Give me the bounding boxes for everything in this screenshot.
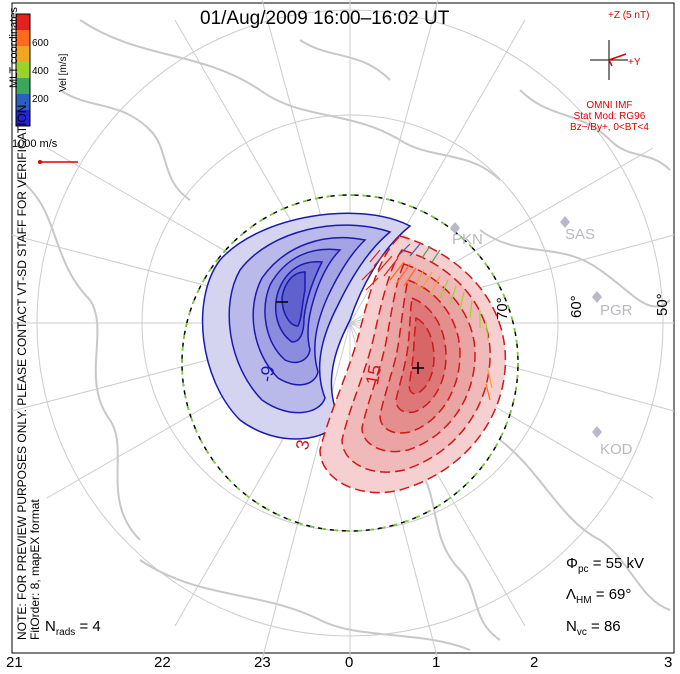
stat-phi-symbol: Φ <box>566 555 578 572</box>
mlt-label-3: 3 <box>664 654 673 671</box>
imf-bz-label: +Z (5 nT) <box>608 10 650 21</box>
site-label-pkn: PKN <box>452 231 483 248</box>
coordinates-label: MLT coordinates <box>8 7 20 88</box>
positive-cell <box>319 235 507 494</box>
mlt-label-22: 22 <box>154 654 171 671</box>
kod-marker <box>592 426 602 438</box>
stat-nvc-sub: vc <box>576 627 587 638</box>
colorbar-segment <box>16 94 30 110</box>
map-title: 01/Aug/2009 16:00–16:02 UT <box>200 8 450 29</box>
colorbar-tick-200: 200 <box>32 94 49 105</box>
stat-nvc-symbol: N <box>566 618 577 635</box>
preview-note: NOTE: FOR PREVIEW PURPOSES ONLY. PLEASE … <box>15 101 42 640</box>
pgr-marker <box>592 291 602 303</box>
imf-by-label: +Y <box>628 57 641 68</box>
plot-frame <box>11 2 675 654</box>
mlt-label-0: 0 <box>345 654 354 671</box>
negative-cell <box>201 212 412 440</box>
site-label-sas: SAS <box>565 226 596 243</box>
colorbar-tick-400: 400 <box>32 66 49 77</box>
colorbar-frame <box>15 13 31 127</box>
colorbar-segment <box>16 46 30 62</box>
hm-boundary-green <box>181 194 519 532</box>
mlt-label-23: 23 <box>254 654 271 671</box>
colorbar-segment <box>16 110 30 126</box>
imf-source: OMNI IMF <box>586 100 633 111</box>
stat-phi-sub: pc <box>577 564 589 575</box>
stat-lambda-value: = 69° <box>591 586 632 603</box>
mlt-label-1: 1 <box>432 654 441 671</box>
vector-scale <box>38 160 78 164</box>
mlt-label-2: 2 <box>530 654 539 671</box>
stat-nvc: Nvc = 86 <box>566 618 621 638</box>
site-label-kod: KOD <box>600 441 633 458</box>
stat-phi-value: = 55 kV <box>588 555 644 572</box>
stat-lambda: ΛHM = 69° <box>566 586 631 606</box>
colorbar-segment <box>16 14 30 30</box>
mlt-label-21: 21 <box>6 654 23 671</box>
velocity-colorbar <box>15 13 31 127</box>
contour-label-neg: -9 <box>256 364 279 384</box>
stat-nrads-symbol: N <box>45 618 56 635</box>
stat-lambda-symbol: Λ <box>566 586 577 603</box>
coastlines <box>19 19 671 651</box>
latitude-label-50: 50° <box>654 293 671 316</box>
stat-nrads: Nrads = 4 <box>45 618 101 638</box>
colorbar-segment <box>16 62 30 78</box>
colorbar-title: Vel [m/s] <box>58 53 69 92</box>
radar-site-markers <box>450 216 602 438</box>
sas-marker <box>560 216 570 228</box>
contour-label-15: 15 <box>362 363 386 387</box>
imf-condition: Bz−/By+, 0<BT<4 <box>570 122 649 133</box>
stat-nrads-value: = 4 <box>75 618 101 635</box>
stat-phi: Φpc = 55 kV <box>566 555 644 575</box>
latitude-label-70: 70° <box>494 297 511 320</box>
site-label-pgr: PGR <box>600 302 633 319</box>
vector-scale-label: 1000 m/s <box>12 138 58 150</box>
latitude-label-60: 60° <box>568 295 585 318</box>
velocity-vectors <box>361 243 493 401</box>
stat-lambda-sub: HM <box>576 595 592 606</box>
colorbar-segment <box>16 30 30 46</box>
imf-clock <box>590 40 628 80</box>
imf-model: Stat Mod: RG96 <box>573 111 646 122</box>
colorbar-tick-600: 600 <box>32 38 49 49</box>
colorbar-segment <box>16 78 30 94</box>
stat-nvc-value: = 86 <box>586 618 621 635</box>
stat-nrads-sub: rads <box>55 627 76 638</box>
pkn-marker <box>450 222 460 234</box>
imf-info: OMNI IMF Stat Mod: RG96 Bz−/By+, 0<BT<4 <box>570 100 649 133</box>
fit-order-text: FitOrder: 8, mapEX format <box>28 499 42 640</box>
